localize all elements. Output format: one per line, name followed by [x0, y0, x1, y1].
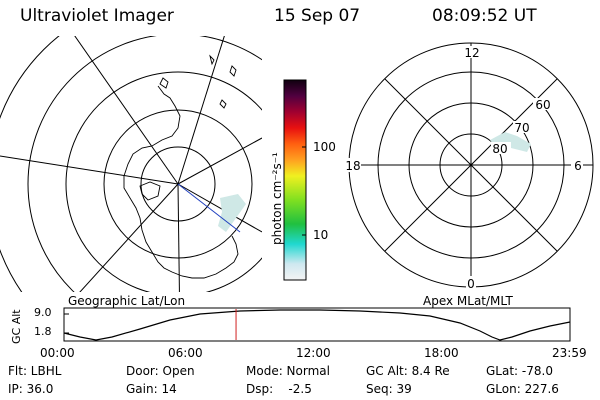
- time-tick-18: 18:00: [424, 346, 459, 360]
- time-tick-end: 23:59: [552, 346, 587, 360]
- glon-status: GLon: 227.6: [486, 382, 559, 396]
- filter-status: Flt: LBHL: [8, 364, 62, 378]
- time-tick-6: 06:00: [168, 346, 203, 360]
- meridian-line: [74, 36, 179, 185]
- apex-polar-plot: 12 18 6 0 60 70 80: [341, 42, 594, 290]
- meridian-line: [0, 155, 179, 185]
- lat-circle: [0, 36, 60, 292]
- gc-alt-status: GC Alt: 8.4 Re: [366, 364, 450, 378]
- mlt-label-6: 6: [574, 159, 582, 173]
- instrument-title: Ultraviolet Imager: [20, 6, 174, 26]
- altitude-curve: [63, 309, 571, 341]
- meridian-line: [177, 183, 180, 292]
- time-tick-0: 00:00: [40, 346, 75, 360]
- mlat-label-80: 80: [492, 142, 507, 156]
- meridian-line: [177, 137, 262, 185]
- sequence-status: Seq: 39: [366, 382, 412, 396]
- coastline: [139, 181, 161, 201]
- altitude-axis-label: GC Alt: [10, 309, 23, 344]
- altitude-tick-low: 1.8: [34, 325, 52, 338]
- date-label: 15 Sep 07: [274, 6, 361, 26]
- colorbar-tick-10: 10: [313, 228, 329, 242]
- colorbar: [283, 79, 307, 281]
- time-tick-12: 12:00: [296, 346, 331, 360]
- mlt-label-18: 18: [345, 159, 360, 173]
- mlt-label-12: 12: [464, 46, 479, 60]
- mlat-label-60: 60: [535, 98, 550, 112]
- coastline: [209, 54, 215, 66]
- coastline: [229, 65, 237, 77]
- meridian-line: [79, 183, 179, 292]
- meridian-line: [177, 36, 225, 185]
- door-status: Door: Open: [126, 364, 195, 378]
- ip-status: IP: 36.0: [8, 382, 54, 396]
- lat-circle: [65, 71, 262, 292]
- altitude-tick-high: 9.0: [34, 306, 52, 319]
- coastline: [219, 99, 227, 109]
- colorbar-unit-label: photon cm⁻²s⁻¹: [270, 152, 284, 245]
- glat-status: GLat: -78.0: [486, 364, 553, 378]
- gain-status: Gain: 14: [126, 382, 177, 396]
- meridian-line: [177, 183, 262, 233]
- altitude-timeline: [63, 307, 571, 342]
- lat-circle: [27, 36, 262, 292]
- lat-circle: [103, 109, 253, 259]
- mlt-label-0: 0: [467, 277, 475, 290]
- mlat-label-70: 70: [514, 121, 529, 135]
- mlt-line: [384, 78, 558, 252]
- coastline: [159, 77, 169, 89]
- mode-status: Mode: Normal: [246, 364, 330, 378]
- aurora-emission: [218, 194, 246, 232]
- coastline: [123, 85, 239, 279]
- apex-panel-label: Apex MLat/MLT: [423, 294, 513, 308]
- dsp-status: Dsp: -2.5: [246, 382, 312, 396]
- satellite-track: [177, 183, 241, 233]
- geographic-panel-label: Geographic Lat/Lon: [68, 294, 186, 308]
- geographic-map: [0, 36, 262, 292]
- colorbar-tick-100: 100: [313, 140, 336, 154]
- time-label: 08:09:52 UT: [432, 6, 537, 26]
